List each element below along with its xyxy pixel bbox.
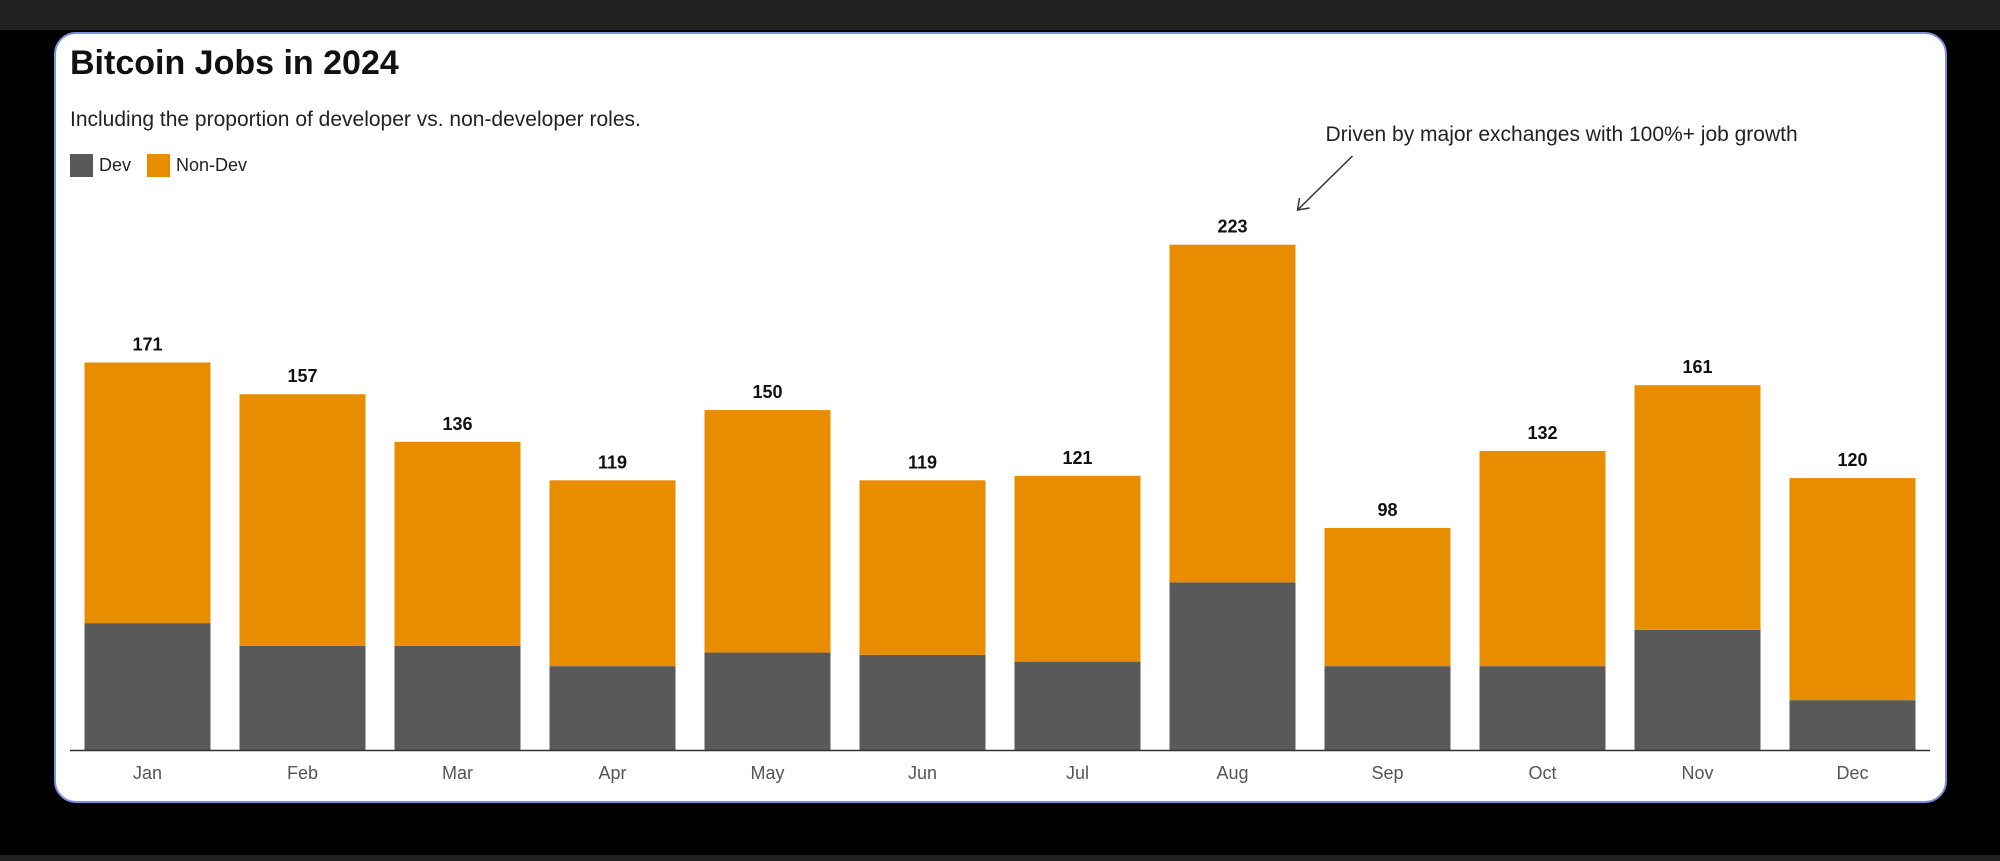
bar-non-dev-may — [704, 410, 831, 653]
bar-dev-jan — [84, 623, 211, 750]
chart-title: Bitcoin Jobs in 2024 — [70, 44, 399, 82]
legend-swatch-non-dev — [147, 154, 171, 177]
bar-non-dev-jan — [84, 362, 211, 624]
data-label-oct: 132 — [1527, 423, 1557, 443]
bar-dev-nov — [1634, 629, 1761, 750]
bar-dev-jul — [1014, 661, 1141, 750]
data-label-feb: 157 — [287, 366, 317, 386]
top-window-strip — [0, 0, 2000, 30]
bar-dev-apr — [549, 666, 676, 750]
x-tick-label-may: May — [750, 763, 784, 783]
x-tick-label-apr: Apr — [598, 763, 626, 783]
bar-non-dev-dec — [1789, 478, 1916, 701]
bar-non-dev-apr — [549, 480, 676, 667]
x-tick-label-sep: Sep — [1371, 763, 1403, 783]
x-tick-label-aug: Aug — [1216, 763, 1248, 783]
data-label-jul: 121 — [1062, 448, 1092, 468]
data-label-jan: 171 — [132, 335, 162, 355]
legend-item-dev: Dev — [70, 154, 131, 177]
legend-label-non-dev: Non-Dev — [176, 155, 248, 175]
bar-dev-feb — [239, 645, 366, 750]
bar-dev-sep — [1324, 666, 1451, 750]
legend-label-dev: Dev — [99, 155, 132, 175]
x-tick-label-jun: Jun — [908, 763, 937, 783]
legend-swatch-dev — [70, 154, 93, 177]
bar-dev-dec — [1789, 700, 1916, 750]
x-tick-label-jan: Jan — [133, 763, 162, 783]
bar-non-dev-nov — [1634, 385, 1761, 630]
bar-dev-aug — [1169, 582, 1296, 750]
bar-dev-may — [704, 652, 831, 750]
bar-non-dev-jul — [1014, 475, 1141, 662]
x-tick-label-dec: Dec — [1836, 763, 1868, 783]
bottom-window-strip — [0, 855, 2000, 861]
data-label-mar: 136 — [442, 414, 472, 434]
bar-non-dev-mar — [394, 441, 521, 646]
bar-dev-jun — [859, 654, 986, 750]
legend-item-non-dev: Non-Dev — [147, 154, 247, 177]
annotation-text: Driven by major exchanges with 100%+ job… — [1326, 123, 1798, 146]
chart-card: Bitcoin Jobs in 2024 Including the propo… — [54, 32, 1947, 803]
annotation-arrow-head — [1296, 197, 1310, 211]
data-label-apr: 119 — [598, 452, 627, 472]
data-label-jun: 119 — [908, 452, 937, 472]
data-label-nov: 161 — [1682, 357, 1712, 377]
data-label-aug: 223 — [1217, 217, 1247, 237]
bar-non-dev-aug — [1169, 244, 1296, 583]
bar-dev-oct — [1479, 666, 1606, 750]
data-label-sep: 98 — [1377, 500, 1397, 520]
annotation-arrow-line — [1296, 155, 1354, 211]
x-tick-label-oct: Oct — [1528, 763, 1556, 783]
x-tick-label-nov: Nov — [1681, 763, 1713, 783]
data-label-may: 150 — [752, 382, 782, 402]
x-tick-label-mar: Mar — [442, 763, 473, 783]
x-tick-label-jul: Jul — [1066, 763, 1089, 783]
data-label-dec: 120 — [1837, 450, 1867, 470]
bar-non-dev-jun — [859, 480, 986, 655]
bar-non-dev-sep — [1324, 527, 1451, 667]
chart-subtitle: Including the proportion of developer vs… — [70, 108, 641, 131]
stacked-bar-chart: 171 Jan 157 Feb 136 Mar 119 Apr 150 May 119 Jun 121 J… — [70, 123, 1930, 783]
bar-non-dev-feb — [239, 394, 366, 646]
x-tick-label-feb: Feb — [287, 763, 318, 783]
bar-dev-mar — [394, 645, 521, 750]
chart-legend: Dev Non-Dev — [70, 154, 263, 177]
bar-non-dev-oct — [1479, 450, 1606, 667]
